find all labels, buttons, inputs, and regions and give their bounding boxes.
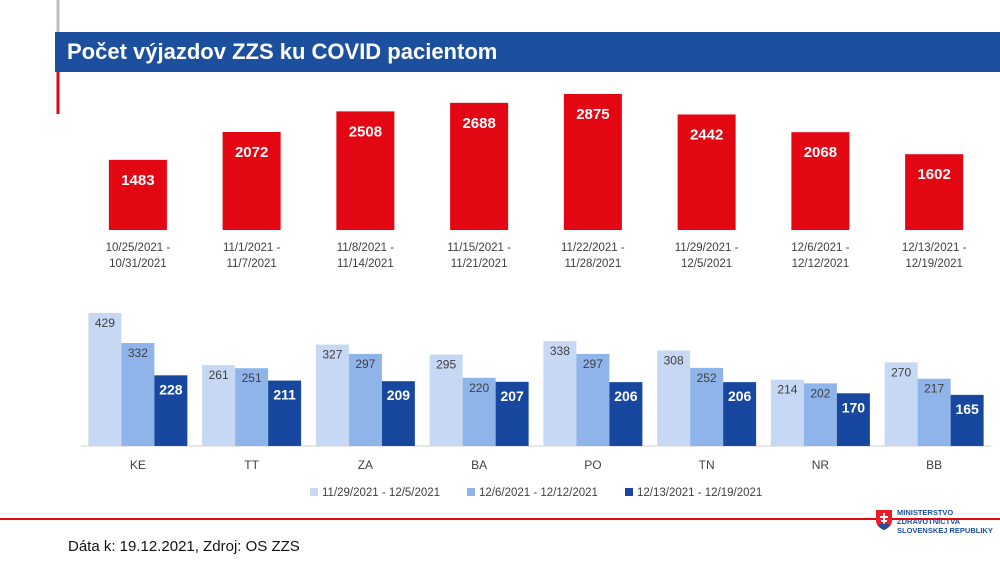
logo-line: ZDRAVOTNÍCTVA <box>897 517 961 526</box>
value-label: 220 <box>469 381 489 395</box>
bar <box>429 354 463 446</box>
bar <box>336 111 395 230</box>
bar <box>315 344 349 446</box>
bar <box>268 380 302 446</box>
x-tick-label: 11/1/2021 - 11/7/2021 <box>222 242 281 270</box>
value-label: 251 <box>242 371 262 385</box>
legend-swatch <box>625 488 633 496</box>
bar <box>803 383 837 446</box>
x-tick-label: 12/6/2021 - 12/12/2021 <box>791 242 850 270</box>
value-label: 1483 <box>121 172 154 189</box>
slide-title: Počet výjazdov ZZS ku COVID pacientom <box>55 32 1000 72</box>
x-tick-label: 12/13/2021 - 12/19/2021 <box>901 242 967 270</box>
value-label: 206 <box>614 388 638 404</box>
x-tick-label: TN <box>699 458 715 472</box>
legend-label: 12/13/2021 - 12/19/2021 <box>637 487 762 499</box>
value-label: 429 <box>95 316 115 330</box>
value-label: 2442 <box>690 126 723 143</box>
bar <box>495 381 529 446</box>
bar <box>836 393 870 446</box>
value-label: 261 <box>209 368 229 382</box>
value-label: 202 <box>810 386 830 400</box>
legend-label: 12/6/2021 - 12/12/2021 <box>479 487 598 499</box>
value-label: 165 <box>955 401 979 417</box>
x-tick-label: 11/22/2021 - 11/28/2021 <box>561 242 625 270</box>
bar <box>108 159 167 230</box>
value-label: 270 <box>891 365 911 379</box>
source-note: Dáta k: 19.12.2021, Zdroj: OS ZZS <box>68 538 300 555</box>
bar <box>690 367 724 446</box>
bar <box>677 114 736 230</box>
logo-line: MINISTERSTVO <box>897 508 954 517</box>
value-label: 338 <box>550 344 570 358</box>
value-label: 2068 <box>804 144 837 161</box>
bar <box>563 94 622 230</box>
value-label: 297 <box>355 357 375 371</box>
value-label: 207 <box>500 388 524 404</box>
value-label: 206 <box>728 388 752 404</box>
x-tick-label: 10/25/2021 - 10/31/2021 <box>105 242 171 270</box>
x-tick-label: NR <box>812 458 830 472</box>
bar <box>381 381 415 446</box>
bar <box>884 362 918 446</box>
legend-label: 11/29/2021 - 12/5/2021 <box>322 487 440 499</box>
bar <box>202 365 236 446</box>
value-label: 2875 <box>576 106 609 123</box>
value-label: 308 <box>664 354 684 368</box>
bar <box>770 379 804 446</box>
bar <box>222 131 281 230</box>
x-tick-label: PO <box>584 458 601 472</box>
bar <box>905 154 964 230</box>
value-label: 2508 <box>349 123 382 140</box>
bar <box>88 313 122 446</box>
value-label: 217 <box>924 382 944 396</box>
legend-swatch <box>310 488 318 496</box>
logo-line: SLOVENSKEJ REPUBLIKY <box>897 526 993 535</box>
x-tick-label: 11/15/2021 - 11/21/2021 <box>447 242 511 270</box>
x-tick-label: BA <box>471 458 487 472</box>
value-label: 297 <box>583 357 603 371</box>
value-label: 211 <box>273 387 296 403</box>
value-label: 2072 <box>235 144 268 161</box>
x-tick-label: TT <box>244 458 259 472</box>
value-label: 228 <box>159 381 183 397</box>
value-label: 2688 <box>462 115 495 132</box>
value-label: 252 <box>697 371 717 385</box>
value-label: 332 <box>128 346 148 360</box>
bar <box>348 353 382 446</box>
legend-swatch <box>467 488 475 496</box>
x-tick-label: 11/8/2021 - 11/14/2021 <box>336 242 395 270</box>
value-label: 327 <box>322 348 342 362</box>
logo-shield <box>876 510 892 530</box>
bar <box>609 382 643 446</box>
bar <box>950 394 984 446</box>
bar <box>791 132 850 230</box>
bar <box>723 382 757 446</box>
bar <box>121 343 155 446</box>
value-label: 295 <box>436 358 456 372</box>
x-tick-label: ZA <box>358 458 373 472</box>
bar <box>235 368 269 446</box>
value-label: 170 <box>842 399 866 415</box>
x-tick-label: 11/29/2021 - 12/5/2021 <box>674 242 739 270</box>
value-label: 209 <box>387 387 411 403</box>
bar <box>543 341 577 446</box>
value-label: 214 <box>777 383 797 397</box>
bar <box>450 102 509 230</box>
logo-text: MINISTERSTVO ZDRAVOTNÍCTVA SLOVENSKEJ REPU… <box>897 508 993 535</box>
x-tick-label: BB <box>926 458 942 472</box>
bar <box>576 353 610 446</box>
bar <box>917 378 951 446</box>
bar <box>657 350 691 446</box>
value-label: 1602 <box>917 166 950 183</box>
bar <box>462 377 496 446</box>
x-tick-label: KE <box>130 458 146 472</box>
bar <box>154 375 188 446</box>
